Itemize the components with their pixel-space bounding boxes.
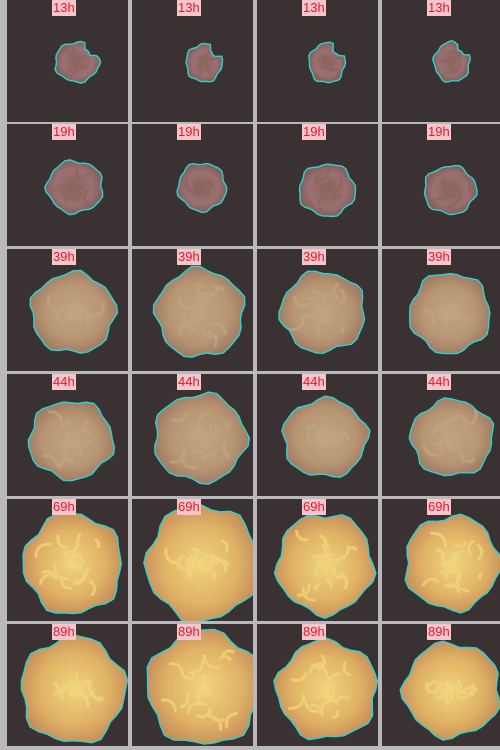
timepoint-label: 44h: [52, 374, 76, 390]
timepoint-label: 19h: [177, 124, 201, 140]
organoid-image: [7, 499, 128, 621]
organoid-image: [382, 124, 500, 246]
well-tile: 13h: [7, 0, 128, 122]
timepoint-label: 39h: [52, 249, 76, 265]
organoid-image: [132, 374, 253, 496]
well-tile: 89h: [382, 624, 500, 746]
organoid: [55, 42, 100, 84]
timepoint-label: 69h: [427, 499, 451, 515]
timepoint-label: 13h: [52, 0, 76, 16]
well-tile: 89h: [7, 624, 128, 746]
organoid-image: [7, 124, 128, 246]
well-tile: 19h: [257, 124, 378, 246]
organoid-image: [257, 0, 378, 122]
well-tile: 44h: [382, 374, 500, 496]
well-tile: 89h: [257, 624, 378, 746]
organoid-image: [257, 124, 378, 246]
organoid-image: [382, 0, 500, 122]
well-tile: 44h: [257, 374, 378, 496]
well-tile: 13h: [132, 0, 253, 122]
timepoint-label: 89h: [302, 624, 326, 640]
organoid-image: [257, 374, 378, 496]
well-tile: 69h: [382, 499, 500, 621]
organoid-image: [382, 374, 500, 496]
well-tile: 69h: [132, 499, 253, 621]
timepoint-label: 13h: [302, 0, 326, 16]
well-tile: 69h: [7, 499, 128, 621]
well-tile: 39h: [132, 249, 253, 371]
well-tile: 89h: [132, 624, 253, 746]
timepoint-label: 13h: [177, 0, 201, 16]
well-tile: 39h: [382, 249, 500, 371]
organoid: [23, 514, 121, 614]
organoid-image: [132, 0, 253, 122]
timepoint-label: 44h: [427, 374, 451, 390]
well-tile: 13h: [257, 0, 378, 122]
timepoint-label: 89h: [427, 624, 451, 640]
organoid-image: [382, 249, 500, 371]
organoid-image: [7, 0, 128, 122]
timepoint-label: 69h: [177, 499, 201, 515]
well-tile: 44h: [7, 374, 128, 496]
well-tile: 39h: [257, 249, 378, 371]
well-tile: 19h: [7, 124, 128, 246]
timepoint-label: 44h: [302, 374, 326, 390]
organoid-image: [132, 249, 253, 371]
timepoint-label: 19h: [52, 124, 76, 140]
organoid-image: [257, 624, 378, 746]
timepoint-label: 89h: [177, 624, 201, 640]
organoid-image: [132, 124, 253, 246]
timepoint-label: 39h: [302, 249, 326, 265]
timepoint-label: 19h: [427, 124, 451, 140]
timepoint-label: 44h: [177, 374, 201, 390]
organoid-image: [132, 624, 253, 746]
well-tile: 19h: [132, 124, 253, 246]
timepoint-label: 13h: [427, 0, 451, 16]
organoid-image: [7, 374, 128, 496]
well-tile: 44h: [132, 374, 253, 496]
organoid-image: [257, 249, 378, 371]
organoid-image: [382, 624, 500, 746]
timepoint-label: 39h: [177, 249, 201, 265]
well-tile: 13h: [382, 0, 500, 122]
well-tile: 19h: [382, 124, 500, 246]
organoid-image: [7, 624, 128, 746]
organoid-image: [7, 249, 128, 371]
well-tile: 69h: [257, 499, 378, 621]
timepoint-label: 39h: [427, 249, 451, 265]
organoid-image: [382, 499, 500, 621]
timepoint-label: 69h: [52, 499, 76, 515]
timepoint-label: 19h: [302, 124, 326, 140]
organoid-image: [132, 499, 253, 621]
timepoint-label: 89h: [52, 624, 76, 640]
well-tile: 39h: [7, 249, 128, 371]
timepoint-label: 69h: [302, 499, 326, 515]
organoid-image: [257, 499, 378, 621]
